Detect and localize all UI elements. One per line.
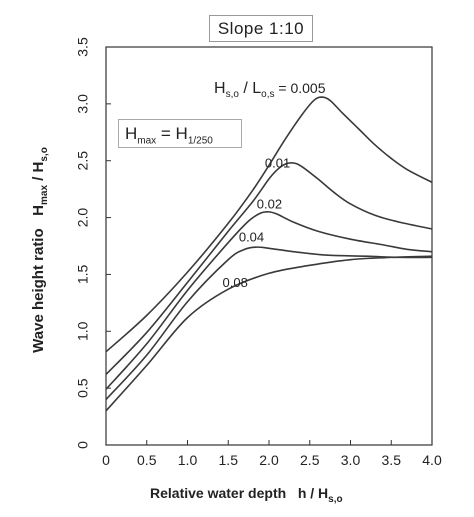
ylabel-mid: / H [30, 161, 47, 185]
series-label-0.01: 0.01 [265, 156, 290, 171]
series-line-0.08 [105, 255, 433, 412]
y-tick-label: 0.5 [75, 378, 91, 398]
series-label-0.08: 0.08 [223, 275, 248, 290]
series-label-0.04: 0.04 [239, 229, 264, 244]
y-tick-label: 0 [75, 441, 91, 449]
series-line-0.01 [105, 162, 433, 376]
x-tick-label: 4.0 [422, 452, 442, 468]
x-tick-label: 3.5 [382, 452, 402, 468]
x-tick-label: 3.0 [341, 452, 361, 468]
hmax-sub-max: max [137, 135, 157, 147]
steep-sub-so: s,o [225, 89, 239, 101]
series-label-0.02: 0.02 [257, 196, 282, 211]
chart-title: Slope 1:10 [209, 15, 313, 42]
x-axis-ticks: 0 0.5 1.0 1.5 2.0 2.5 3.0 3.5 4.0 [102, 440, 442, 468]
xlabel-main: Relative water depth [150, 485, 287, 501]
x-tick-label: 0.5 [137, 452, 157, 468]
series-line-0.02 [105, 210, 433, 390]
y-tick-label: 2.0 [75, 208, 91, 228]
x-tick-label: 1.0 [178, 452, 198, 468]
hmax-h: H [125, 124, 138, 143]
steep-h: H [214, 80, 226, 97]
chart-title-text: Slope 1:10 [217, 19, 305, 38]
hmax-annotation: Hmax = H1/250 [118, 119, 242, 148]
series-labels: 0.01 0.02 0.04 0.08 [223, 156, 291, 290]
steep-eq: = 0.005 [274, 80, 326, 96]
x-tick-label: 2.0 [259, 452, 279, 468]
y-tick-label: 3.0 [75, 94, 91, 114]
ylabel-main: Wave height ratio [30, 228, 47, 353]
hmax-sub-1-250: 1/250 [187, 135, 213, 147]
series-line-0.005 [105, 96, 433, 353]
series-lines [105, 96, 433, 412]
steep-mid: / L [238, 80, 262, 97]
x-tick-label: 2.5 [300, 452, 320, 468]
y-axis-ticks: 0 0.5 1.0 1.5 2.0 2.5 3.0 3.5 [75, 37, 111, 449]
y-tick-label: 2.5 [75, 151, 91, 171]
ylabel-h: H [30, 204, 47, 216]
ylabel-sub-so: s,o [39, 147, 50, 162]
y-tick-label: 1.0 [75, 321, 91, 341]
y-tick-label: 1.5 [75, 264, 91, 284]
steepness-annotation: Hs,o / Lo,s = 0.005 [214, 80, 325, 100]
series-line-0.04 [105, 246, 433, 401]
x-axis-label: Relative water depth h / Hs,o [150, 485, 343, 505]
x-tick-label: 0 [102, 452, 110, 468]
steep-sub-os: o,s [261, 89, 275, 101]
ylabel-sub-max: max [39, 184, 50, 205]
hmax-eq: = H [156, 124, 188, 143]
xlabel-sub-so: s,o [328, 493, 343, 505]
xlabel-h: h / H [297, 485, 329, 501]
plot-frame [105, 46, 433, 446]
x-tick-label: 1.5 [219, 452, 239, 468]
y-axis-label: Wave height ratio Hmax / Hs,o [30, 147, 50, 353]
y-tick-label: 3.5 [75, 37, 91, 57]
